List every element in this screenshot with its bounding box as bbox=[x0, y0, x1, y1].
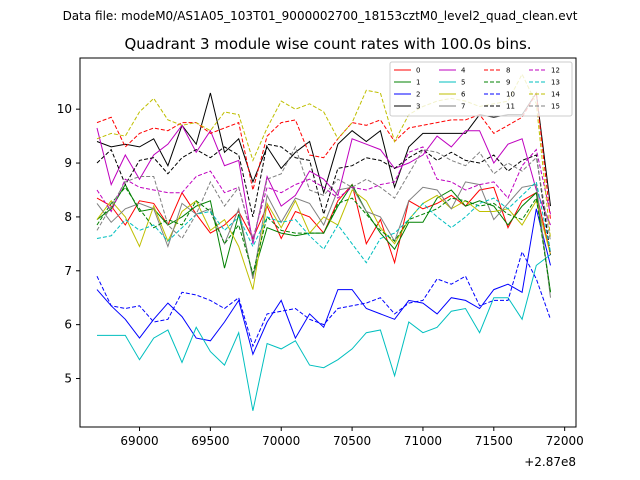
legend-label-1: 1 bbox=[416, 79, 420, 87]
series-line-13 bbox=[96, 180, 551, 264]
series-line-2 bbox=[96, 208, 551, 356]
x-tick-label: 69000 bbox=[120, 434, 158, 448]
series-line-10 bbox=[96, 250, 551, 348]
legend-label-14: 14 bbox=[551, 91, 560, 99]
x-tick-label: 70500 bbox=[333, 434, 371, 448]
x-tick-label: 71500 bbox=[475, 434, 513, 448]
x-tick-label: 71000 bbox=[404, 434, 442, 448]
legend-label-7: 7 bbox=[461, 103, 465, 111]
plot-frame bbox=[79, 57, 577, 428]
series-line-9 bbox=[96, 186, 551, 293]
legend-label-4: 4 bbox=[461, 67, 466, 75]
y-tick-label: 6 bbox=[64, 318, 72, 332]
x-tick-label: 70000 bbox=[262, 434, 300, 448]
series-line-7 bbox=[96, 181, 551, 298]
y-tick-label: 8 bbox=[64, 210, 72, 224]
chart-suptitle: Data file: modeM0/AS1A05_103T01_90000027… bbox=[63, 9, 578, 23]
legend-label-9: 9 bbox=[506, 79, 510, 87]
series-line-12 bbox=[96, 146, 551, 241]
series-line-5 bbox=[97, 254, 551, 411]
legend-label-2: 2 bbox=[416, 91, 420, 99]
y-tick-label: 7 bbox=[64, 264, 72, 278]
chart-title: Quadrant 3 module wise count rates with … bbox=[124, 35, 531, 53]
y-tick-label: 9 bbox=[64, 156, 72, 170]
series-line-15 bbox=[96, 145, 551, 242]
series-layer bbox=[96, 73, 551, 411]
y-tick-label: 10 bbox=[57, 102, 72, 116]
legend-label-5: 5 bbox=[461, 79, 465, 87]
y-tick-label: 5 bbox=[64, 372, 72, 386]
series-line-11 bbox=[96, 143, 551, 255]
legend-label-15: 15 bbox=[551, 103, 560, 111]
legend-label-13: 13 bbox=[551, 79, 560, 87]
legend-label-6: 6 bbox=[461, 91, 466, 99]
legend-box bbox=[389, 61, 573, 117]
plot-area bbox=[79, 57, 577, 428]
series-line-3 bbox=[96, 91, 551, 207]
legend-label-0: 0 bbox=[416, 67, 420, 75]
legend-label-12: 12 bbox=[551, 67, 560, 75]
x-tick-label: 69500 bbox=[191, 434, 229, 448]
x-tick-label: 72000 bbox=[546, 434, 584, 448]
y-axis: 5 6 7 8 9 10 bbox=[57, 102, 80, 386]
x-axis: 69000 69500 70000 70500 71000 71500 72000 bbox=[120, 427, 584, 448]
legend-label-11: 11 bbox=[506, 103, 515, 111]
legend-label-3: 3 bbox=[416, 103, 420, 111]
x-offset-label: +2.87e8 bbox=[524, 455, 576, 469]
series-line-8 bbox=[96, 91, 551, 220]
series-line-4 bbox=[96, 124, 551, 244]
legend-label-8: 8 bbox=[506, 67, 510, 75]
legend-label-10: 10 bbox=[506, 91, 515, 99]
